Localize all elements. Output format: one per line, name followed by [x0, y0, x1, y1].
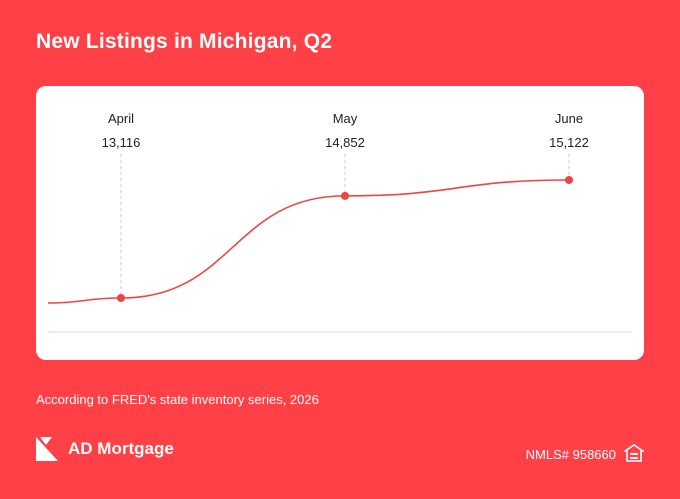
- data-point-may: [341, 191, 349, 200]
- nmls-number: NMLS# 958660: [525, 447, 616, 462]
- source-note: According to FRED's state inventory seri…: [36, 392, 319, 407]
- line-chart: April 13,116 May 14,852 June 15,122: [47, 111, 632, 333]
- value-label-april: 13,116: [102, 135, 141, 150]
- data-point-april: [117, 294, 125, 302]
- chart-title: New Listings in Michigan, Q2: [36, 30, 333, 53]
- value-label-may: 14,852: [325, 135, 365, 150]
- chart-card: April 13,116 May 14,852 June 15,122: [36, 86, 644, 360]
- equal-housing-icon: [624, 444, 644, 462]
- data-point-june: [565, 176, 573, 184]
- category-label-june: June: [555, 111, 583, 126]
- value-label-june: 15,122: [549, 135, 589, 150]
- category-label-april: April: [108, 111, 134, 126]
- category-label-may: May: [333, 111, 358, 126]
- ad-mortgage-logo-icon: [36, 437, 58, 461]
- series-line: [47, 179, 570, 304]
- brand-name: AD Mortgage: [68, 439, 174, 458]
- brand: AD Mortgage: [36, 437, 174, 461]
